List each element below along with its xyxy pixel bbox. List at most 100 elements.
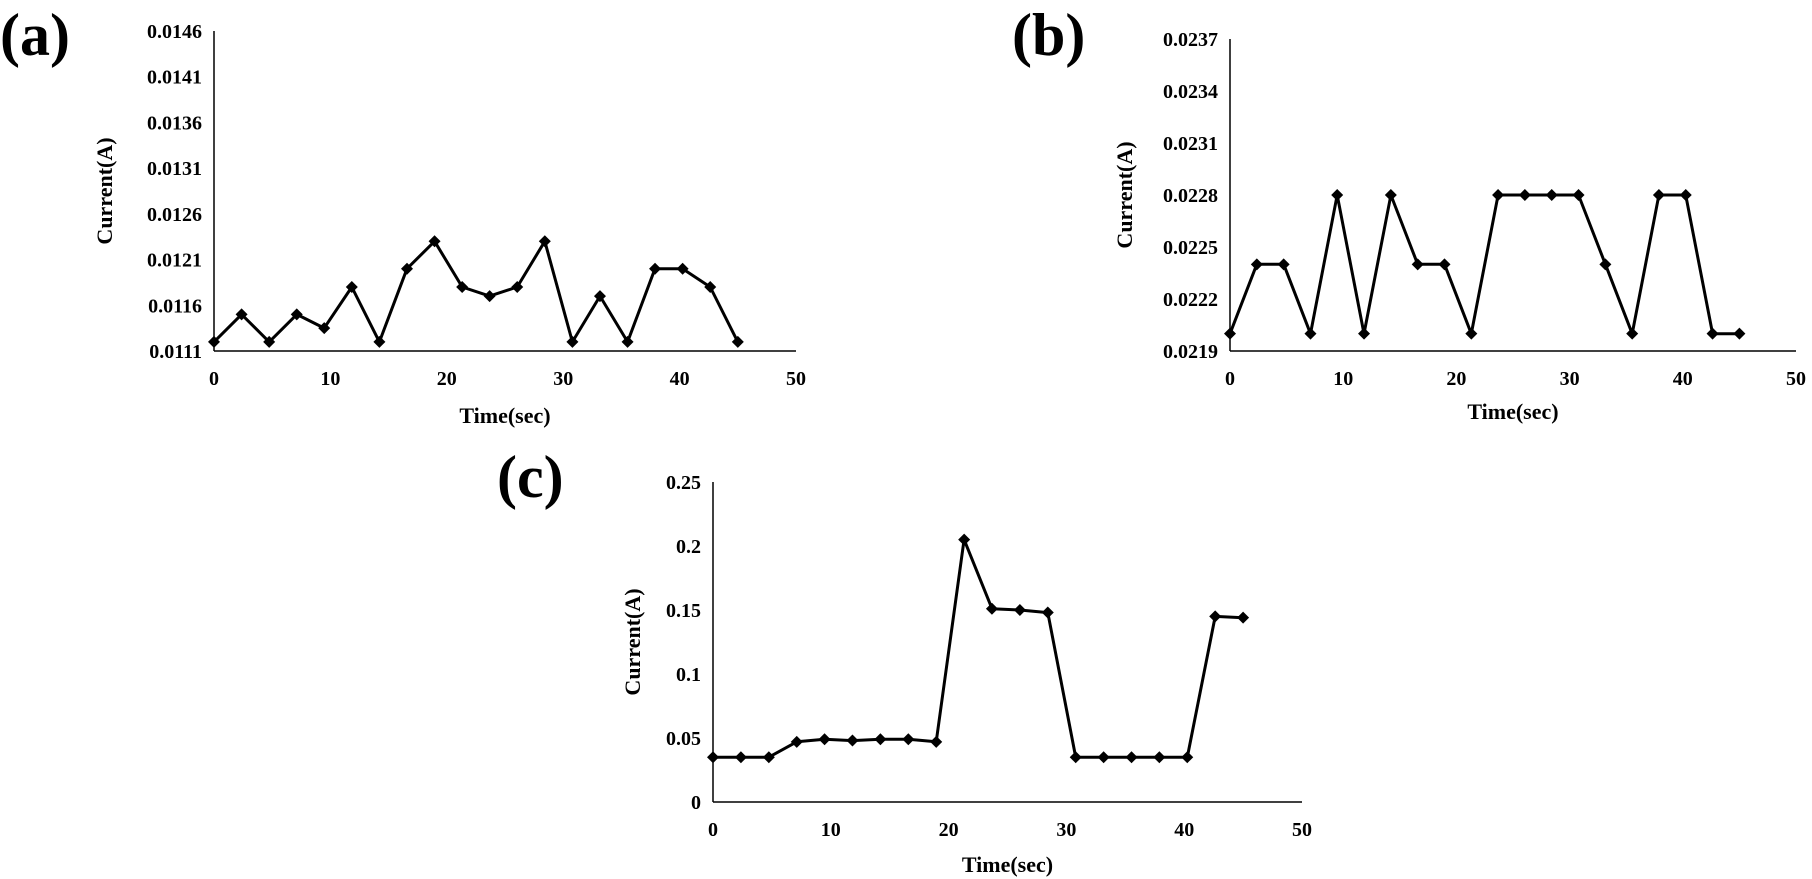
data-point-c — [734, 751, 747, 764]
data-point-a — [483, 290, 496, 303]
data-point-b — [1224, 327, 1236, 340]
data-point-c — [902, 733, 915, 746]
data-point-a — [731, 335, 744, 348]
data-point-b — [1733, 327, 1746, 340]
data-point-c — [1069, 751, 1082, 764]
data-point-c — [874, 733, 887, 746]
series-line-a — [212, 239, 740, 344]
y-tick-label-a: 0.0141 — [147, 67, 202, 89]
data-point-a — [593, 290, 606, 303]
x-tick-label-c: 10 — [821, 819, 841, 841]
data-point-b — [1492, 189, 1505, 201]
data-point-a — [621, 335, 634, 348]
data-point-a — [208, 335, 220, 348]
data-point-c — [1041, 606, 1054, 619]
data-point-b — [1652, 189, 1665, 201]
data-point-c — [985, 602, 998, 615]
x-axis-title-c: Time(sec) — [962, 852, 1053, 877]
data-point-a — [538, 235, 551, 248]
y-axis-title-b: Current(A) — [1112, 141, 1137, 248]
data-point-a — [263, 335, 276, 348]
chart-panel-b: (b) 0.0219 0.0222 0.0225 0.0228 0.0231 0.0234 0… — [1012, 2, 1806, 424]
y-tick-label-a: 0.0121 — [147, 250, 202, 272]
data-point-c — [1237, 611, 1250, 624]
y-tick-label-b: 0.0231 — [1163, 133, 1218, 155]
y-tick-label-a: 0.0126 — [147, 204, 202, 226]
data-point-b — [1518, 189, 1531, 201]
y-axis-title-c: Current(A) — [620, 588, 645, 695]
data-point-c — [1013, 604, 1026, 616]
y-tick-label-c: 0.05 — [666, 728, 701, 750]
data-point-b — [1331, 189, 1344, 201]
data-point-a — [373, 335, 386, 348]
y-tick-label-a: 0.0146 — [147, 21, 202, 43]
data-point-a — [290, 308, 303, 321]
x-tick-label-c: 50 — [1292, 819, 1312, 841]
data-point-a — [704, 281, 717, 293]
y-tick-label-b: 0.0225 — [1163, 237, 1218, 259]
y-tick-label-c: 0.1 — [676, 664, 701, 686]
data-point-c — [1125, 751, 1138, 764]
panel-label-c: (c) — [497, 444, 564, 510]
x-tick-label-c: 40 — [1174, 819, 1194, 841]
y-tick-label-c: 0.2 — [676, 536, 701, 558]
y-tick-label-c: 0.25 — [666, 472, 701, 494]
data-point-a — [318, 322, 331, 335]
data-point-a — [649, 262, 662, 275]
data-point-b — [1358, 327, 1371, 340]
data-point-b — [1545, 189, 1558, 201]
data-point-b — [1465, 327, 1478, 340]
data-point-c — [1181, 751, 1194, 764]
data-point-b — [1411, 258, 1424, 271]
panel-label-a: (a) — [0, 2, 70, 68]
y-tick-label-b: 0.0228 — [1163, 185, 1218, 207]
x-tick-label-c: 0 — [708, 819, 718, 841]
y-tick-label-a: 0.0111 — [149, 341, 202, 363]
data-point-b — [1438, 258, 1451, 271]
data-point-b — [1626, 327, 1639, 340]
x-tick-label-a: 10 — [320, 368, 340, 390]
data-point-c — [762, 751, 775, 764]
series-line-c — [713, 538, 1244, 759]
y-tick-label-a: 0.0116 — [148, 295, 202, 317]
data-point-c — [790, 735, 803, 748]
data-point-c — [846, 734, 859, 747]
series-line-b — [1228, 193, 1740, 336]
y-tick-label-b: 0.0234 — [1163, 81, 1218, 103]
x-tick-label-b: 10 — [1333, 368, 1353, 390]
chart-panel-c: (c) 0 0.05 0.1 0.15 0.2 0.25 0 10 20 30 40 50 Time(se… — [497, 444, 1312, 877]
data-point-b — [1599, 258, 1612, 271]
data-point-a — [566, 335, 579, 348]
x-tick-label-c: 20 — [939, 819, 959, 841]
chart-panel-a: (a) 0.0111 0.0116 0.0121 0.0126 0.0131 0.0136 0… — [0, 2, 806, 428]
data-point-c — [1153, 751, 1166, 764]
x-tick-label-a: 20 — [437, 368, 457, 390]
data-point-b — [1277, 258, 1290, 271]
y-tick-label-b: 0.0237 — [1163, 29, 1218, 51]
x-tick-label-a: 30 — [553, 368, 573, 390]
data-point-a — [345, 281, 358, 293]
data-point-c — [707, 751, 719, 764]
y-tick-label-c: 0 — [691, 792, 701, 814]
y-tick-label-a: 0.0131 — [147, 158, 202, 180]
x-axis-title-b: Time(sec) — [1467, 399, 1558, 424]
panel-label-b: (b) — [1012, 2, 1085, 68]
data-point-c — [818, 733, 831, 746]
y-tick-label-b: 0.0222 — [1163, 289, 1218, 311]
data-point-c — [958, 533, 971, 546]
x-tick-label-a: 50 — [786, 368, 806, 390]
data-point-c — [930, 735, 943, 748]
data-point-a — [676, 262, 689, 275]
x-tick-label-b: 0 — [1225, 368, 1235, 390]
y-tick-label-a: 0.0136 — [147, 112, 202, 134]
data-point-c — [1097, 751, 1110, 764]
x-tick-label-a: 0 — [209, 368, 219, 390]
x-tick-label-b: 30 — [1560, 368, 1580, 390]
x-tick-label-a: 40 — [670, 368, 690, 390]
data-point-b — [1572, 189, 1585, 201]
data-point-a — [456, 281, 469, 293]
data-point-b — [1250, 258, 1263, 271]
data-point-a — [511, 281, 524, 293]
data-point-b — [1706, 327, 1719, 340]
x-tick-label-b: 50 — [1786, 368, 1806, 390]
